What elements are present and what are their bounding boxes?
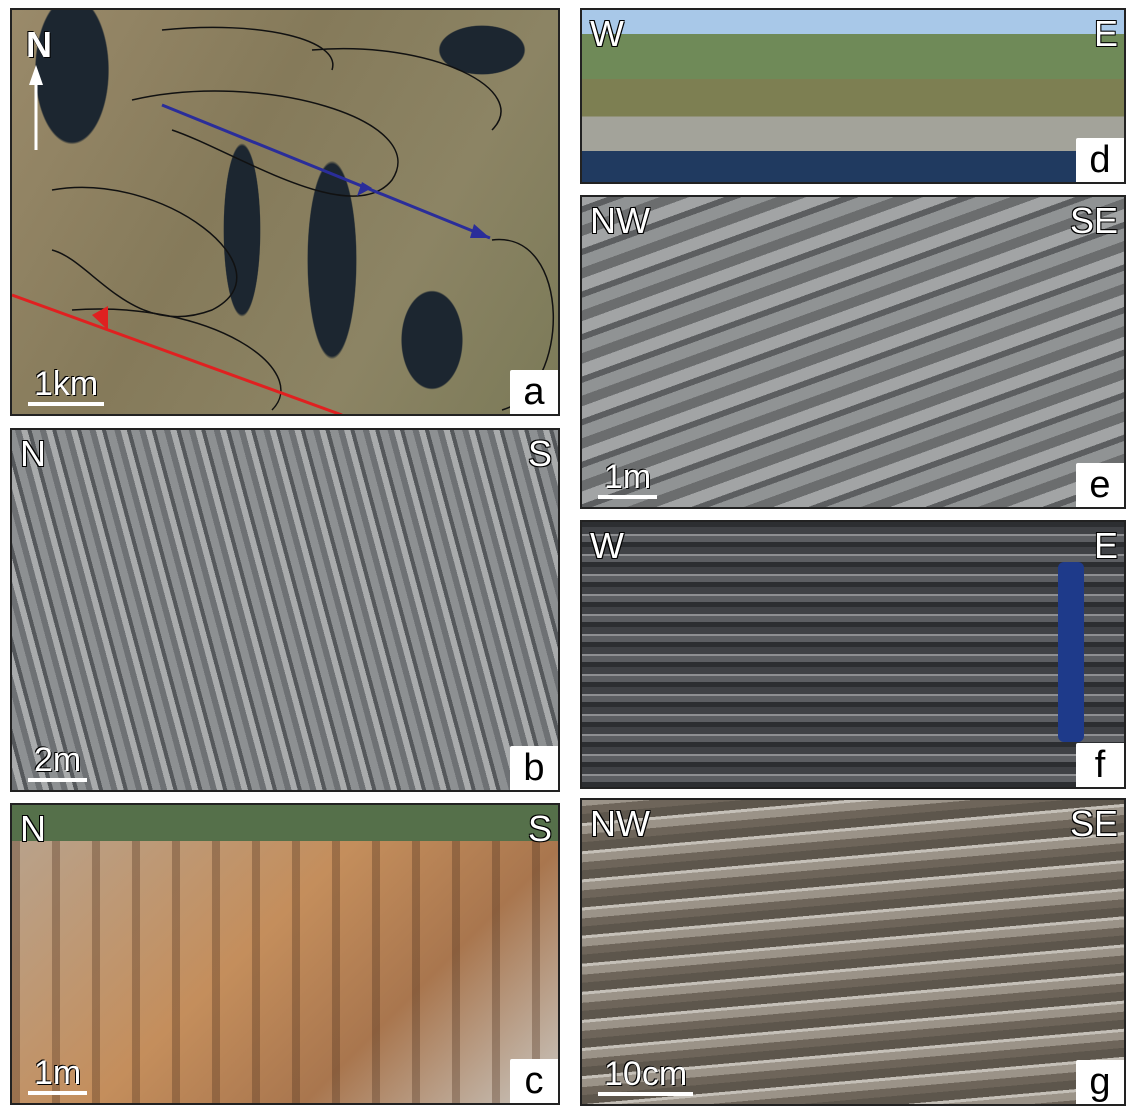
hammer <box>1058 562 1084 742</box>
photo-panel: NW SE 1m e <box>580 195 1126 509</box>
orientation-right: S <box>527 808 552 849</box>
orientation-right: S <box>527 433 552 474</box>
photo-panel: W E f <box>580 520 1126 789</box>
photo-panel: N S 2m b <box>10 428 560 792</box>
scale-bar: 1m <box>28 1055 88 1095</box>
photo-panel: W E d <box>580 8 1126 184</box>
map-overlay <box>12 26 554 414</box>
scale-bar: 1m <box>598 459 658 499</box>
panel-letter: a <box>510 370 558 414</box>
panel-letter: b <box>510 746 558 790</box>
panel-letter: f <box>1076 743 1124 787</box>
photo-panel: NW SE 10cm g <box>580 798 1126 1106</box>
scale-bar: 10cm <box>598 1056 694 1096</box>
photo-panel: N S 1m c <box>10 803 560 1105</box>
orientation-left: NW <box>590 200 650 241</box>
orientation-left: W <box>590 13 624 54</box>
panel-letter: c <box>510 1059 558 1103</box>
north-label: N <box>26 24 52 65</box>
panel-letter: g <box>1076 1060 1124 1104</box>
orientation-right: E <box>1093 525 1118 566</box>
orientation-left: N <box>20 808 46 849</box>
orientation-left: N <box>20 433 46 474</box>
scale-bar: 1km <box>28 366 105 406</box>
orientation-right: E <box>1093 13 1118 54</box>
orientation-left: W <box>590 525 624 566</box>
orientation-right: SE <box>1069 803 1118 844</box>
orientation-right: SE <box>1069 200 1118 241</box>
scale-bar: 2m <box>28 742 88 782</box>
panel-letter: e <box>1076 463 1124 507</box>
map-panel: N 1km a <box>10 8 560 416</box>
panel-letter: d <box>1076 138 1124 182</box>
orientation-left: NW <box>590 803 650 844</box>
